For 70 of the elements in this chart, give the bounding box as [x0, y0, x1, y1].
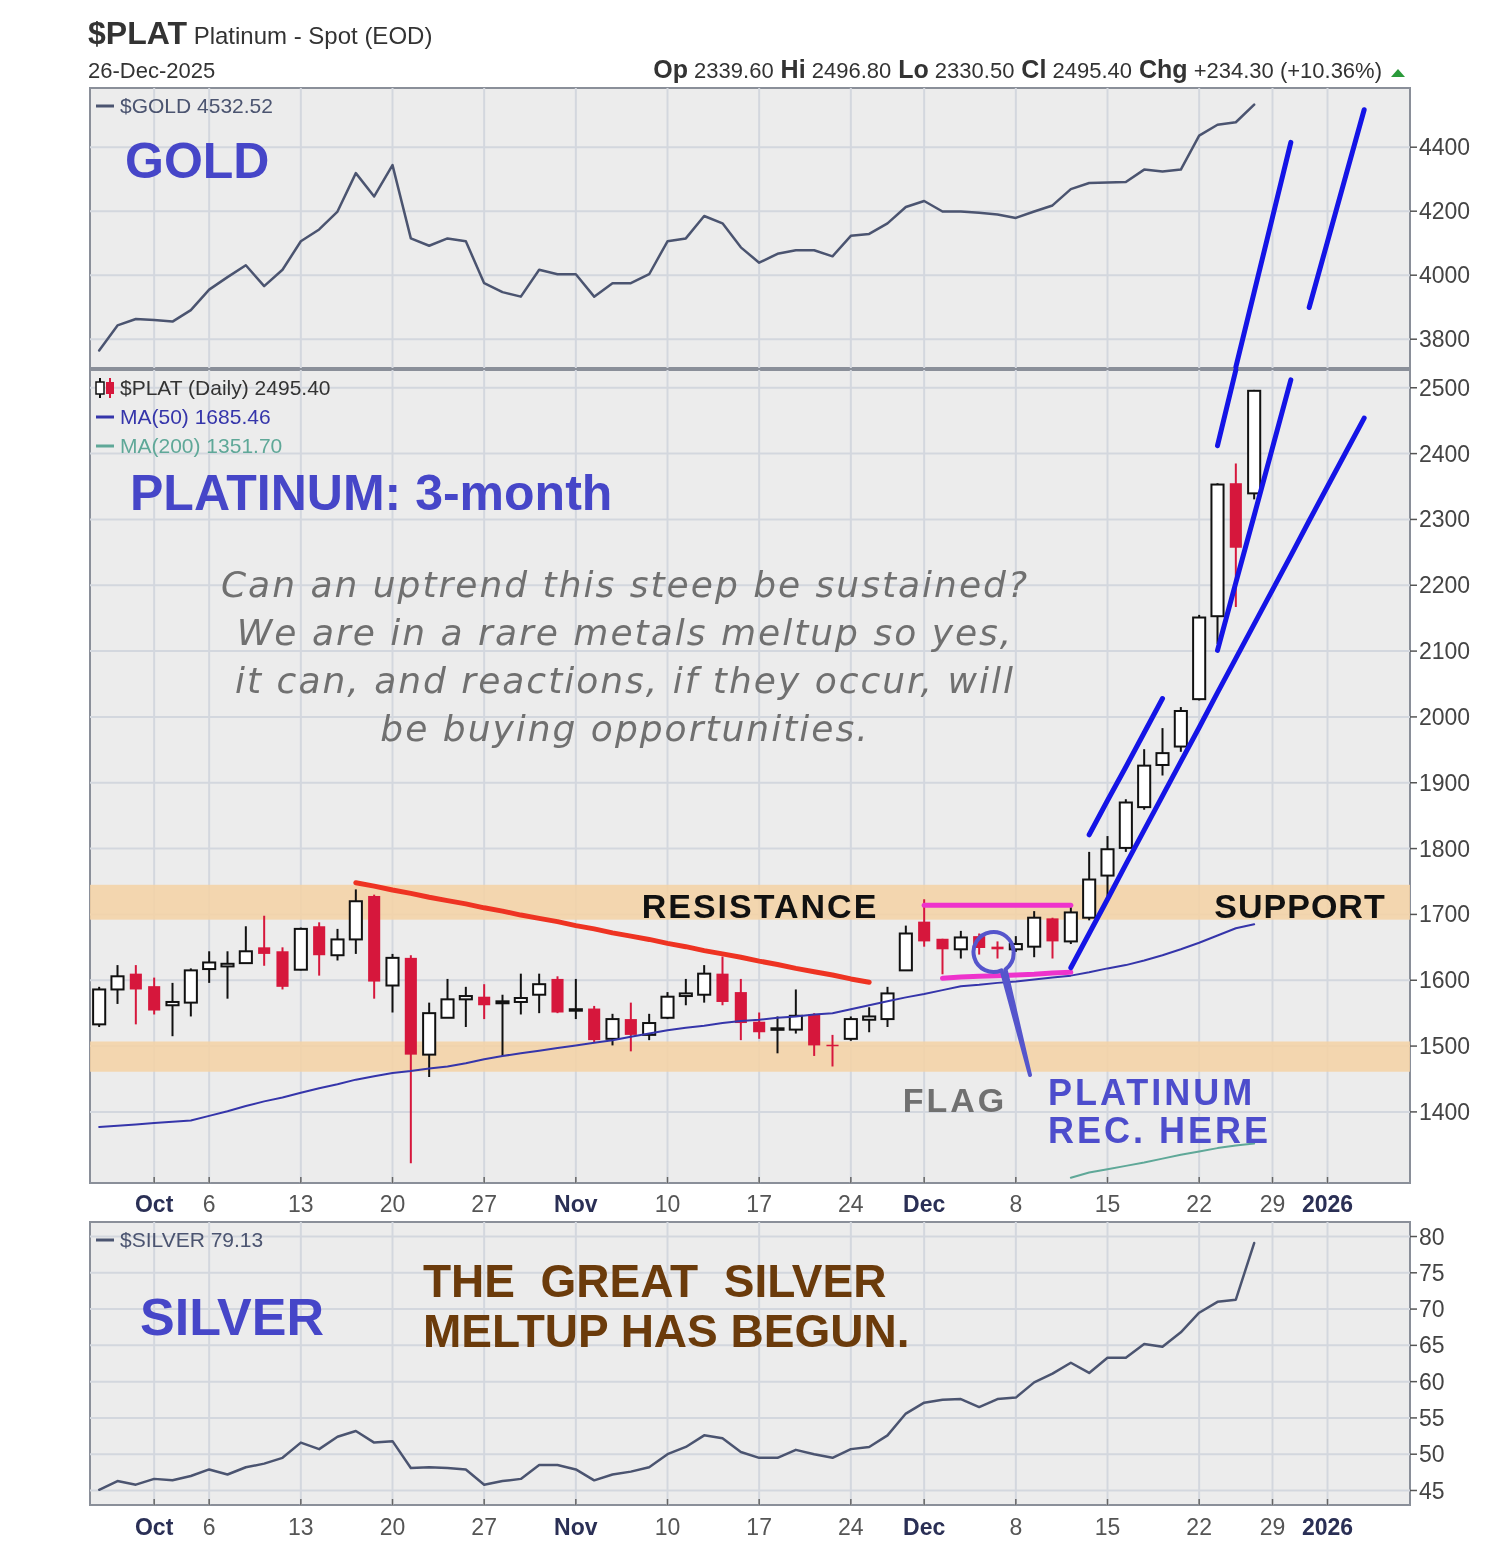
y-tick-label: 2000: [1419, 703, 1471, 730]
x-tick-label: 2026: [1301, 1514, 1354, 1540]
annotation: SILVER: [140, 1288, 324, 1346]
x-tick-label: 10: [654, 1191, 681, 1217]
legend-label: $PLAT (Daily) 2495.40: [120, 376, 331, 400]
x-tick-label: 29: [1259, 1514, 1286, 1540]
annotation: THE GREAT SILVER MELTUP HAS BEGUN.: [423, 1255, 910, 1357]
y-tick-label: 2500: [1419, 374, 1471, 401]
x-tick-label: Nov: [554, 1191, 598, 1217]
legend-label: $SILVER 79.13: [120, 1228, 264, 1252]
x-tick-label: 17: [746, 1191, 772, 1217]
x-tick-label: Dec: [903, 1191, 946, 1217]
x-tick-label: 27: [471, 1191, 497, 1217]
y-tick-label: 4200: [1419, 198, 1471, 225]
x-tick-label: Dec: [903, 1514, 946, 1540]
y-tick-label: 60: [1419, 1368, 1445, 1395]
x-tick-label: 24: [838, 1514, 864, 1540]
legend-label: $GOLD 4532.52: [120, 94, 273, 118]
y-tick-label: 1900: [1419, 769, 1471, 796]
x-tick-label: 2026: [1301, 1191, 1354, 1217]
x-tick-label: 6: [202, 1514, 216, 1540]
y-tick-label: 45: [1419, 1477, 1445, 1504]
y-tick-label: 4400: [1419, 134, 1471, 161]
annotation: SUPPORT: [1214, 887, 1386, 925]
x-tick-label: 20: [379, 1191, 406, 1217]
y-tick-label: 4000: [1419, 262, 1471, 289]
y-tick-label: 1400: [1419, 1098, 1471, 1125]
annotation: Can an uptrend this steep be sustained? We are in a rare metals meltup so yes, it can, and reactions, if they occur, will be buying opportunities.: [220, 564, 1030, 749]
annotation: FLAG: [902, 1081, 1008, 1119]
legend-label: MA(50) 1685.46: [120, 405, 271, 429]
x-tick-label: 17: [746, 1514, 772, 1540]
x-tick-label: Oct: [134, 1191, 174, 1217]
y-tick-label: 2300: [1419, 506, 1471, 533]
y-tick-label: 65: [1419, 1332, 1445, 1359]
annotation: PLATINUM: 3-month: [130, 465, 613, 521]
y-tick-label: 80: [1419, 1223, 1445, 1250]
annotation: PLATINUM REC. HERE: [1048, 1072, 1272, 1151]
x-tick-label: 10: [654, 1514, 681, 1540]
y-tick-label: 2400: [1419, 440, 1471, 467]
annotation: RESISTANCE: [641, 887, 879, 925]
annotation: GOLD: [125, 133, 270, 189]
x-tick-label: Oct: [134, 1514, 174, 1540]
legend-label: MA(200) 1351.70: [120, 434, 283, 458]
y-tick-label: 3800: [1419, 326, 1471, 353]
x-tick-label: 15: [1094, 1191, 1121, 1217]
y-tick-label: 1700: [1419, 901, 1471, 928]
y-tick-label: 1600: [1419, 967, 1471, 994]
x-tick-label: 22: [1186, 1514, 1212, 1540]
x-tick-label: 29: [1259, 1191, 1286, 1217]
y-tick-label: 2100: [1419, 638, 1471, 665]
y-tick-label: 75: [1419, 1259, 1445, 1286]
x-tick-label: 8: [1009, 1514, 1023, 1540]
x-tick-label: 13: [288, 1191, 314, 1217]
y-tick-label: 55: [1419, 1404, 1445, 1431]
chart-title: $PLAT Platinum - Spot (EOD): [88, 15, 433, 51]
x-tick-label: 13: [288, 1514, 314, 1540]
y-tick-label: 1800: [1419, 835, 1471, 862]
x-tick-label: 22: [1186, 1191, 1212, 1217]
x-tick-label: 27: [471, 1514, 497, 1540]
x-tick-label: 20: [379, 1514, 406, 1540]
y-tick-label: 2200: [1419, 572, 1471, 599]
x-tick-label: 24: [838, 1191, 864, 1217]
x-tick-label: 8: [1009, 1191, 1023, 1217]
y-tick-label: 50: [1419, 1441, 1445, 1468]
x-tick-label: Nov: [554, 1514, 598, 1540]
text: 26-Dec-2025 Op 2339.60 Hi 2496.80 Lo 2330.50 Cl 2495.40 Chg +234.30 (+10.36%): [88, 55, 1382, 83]
y-tick-label: 70: [1419, 1296, 1445, 1323]
x-tick-label: 6: [202, 1191, 216, 1217]
x-tick-label: 15: [1094, 1514, 1121, 1540]
y-tick-label: 1500: [1419, 1033, 1471, 1060]
